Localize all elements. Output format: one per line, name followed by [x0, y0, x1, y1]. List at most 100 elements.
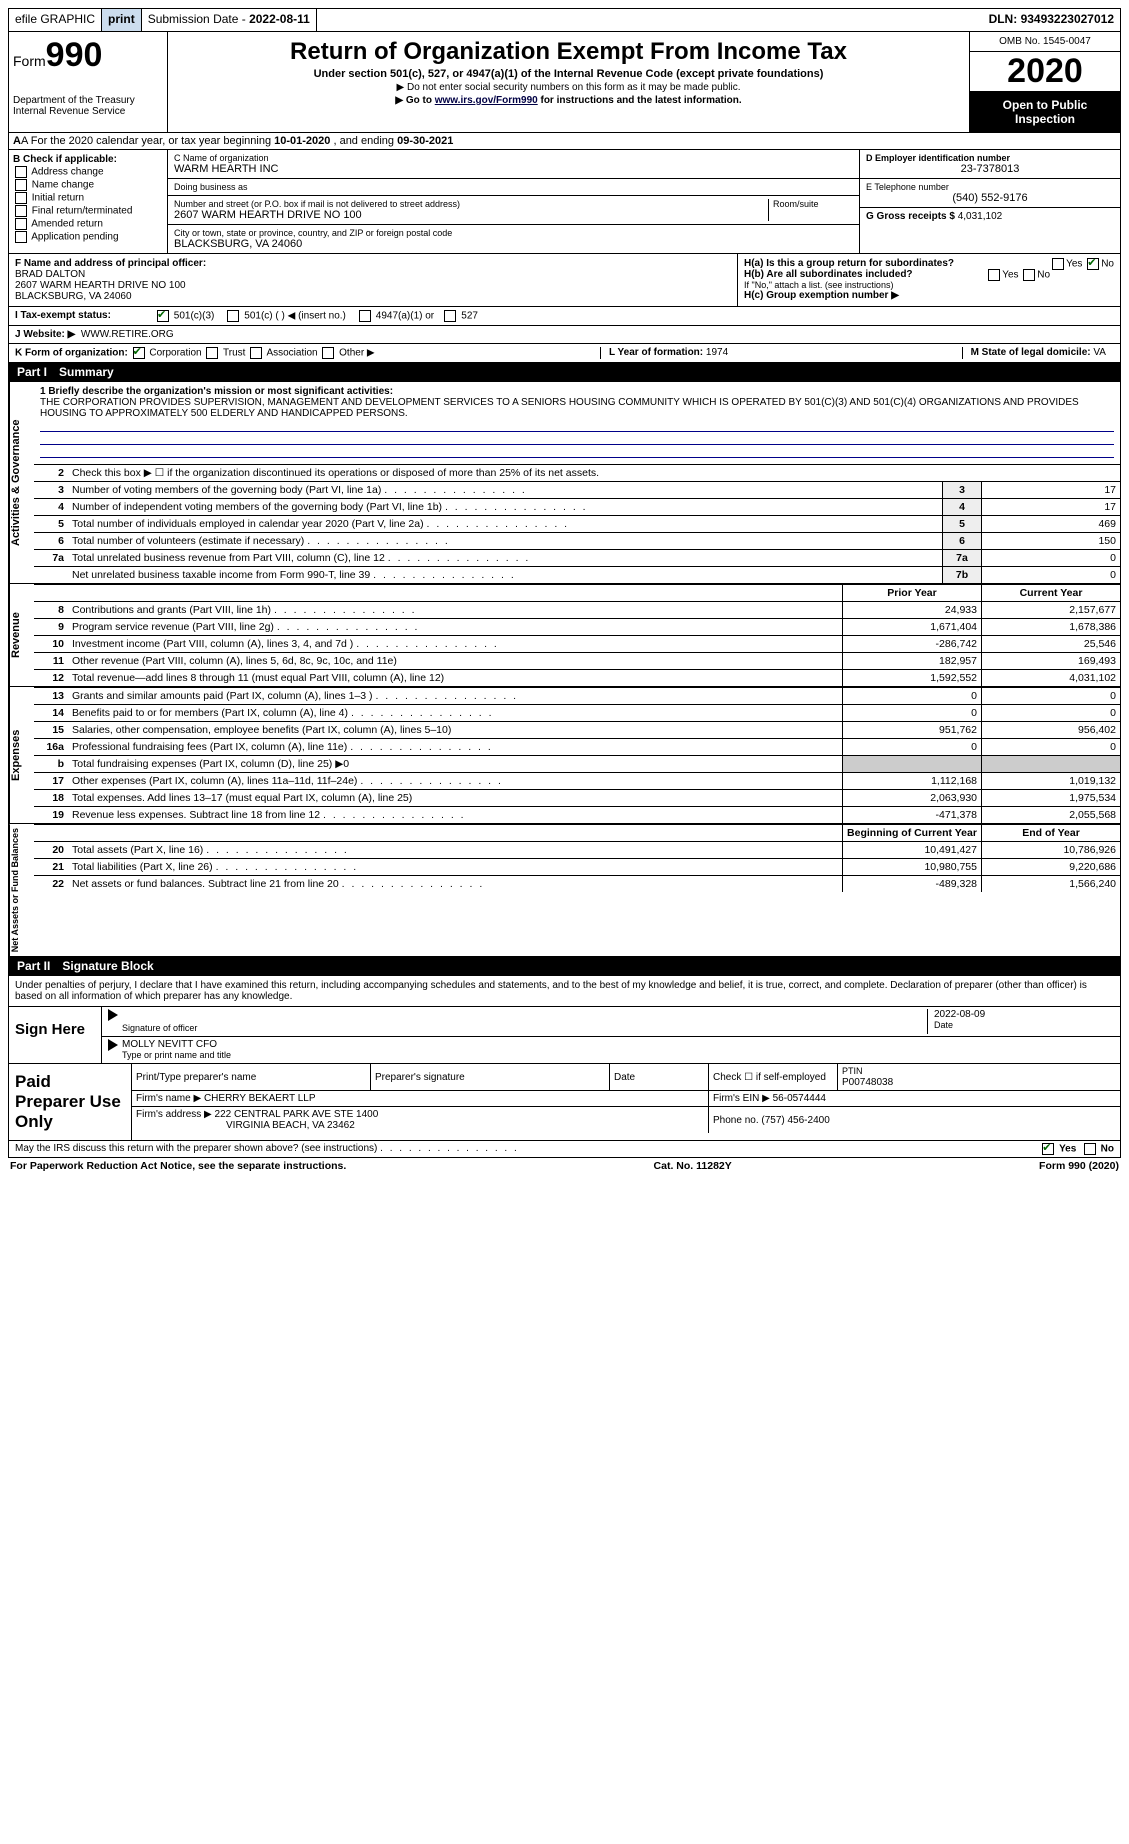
- paid-preparer-label: Paid Preparer Use Only: [9, 1064, 132, 1140]
- sig-date: 2022-08-09: [934, 1009, 985, 1020]
- table-row: bTotal fundraising expenses (Part IX, co…: [34, 756, 1120, 773]
- form-number: 990: [46, 36, 103, 74]
- netassets-section: Net Assets or Fund Balances Beginning of…: [8, 824, 1121, 957]
- table-row: 6Total number of volunteers (estimate if…: [34, 533, 1120, 550]
- governance-section: Activities & Governance 1 Briefly descri…: [8, 382, 1121, 584]
- submission-date: Submission Date - 2022-08-11: [142, 9, 317, 31]
- gross-receipts: 4,031,102: [958, 211, 1003, 222]
- hb-yes[interactable]: [988, 269, 1000, 281]
- firm-phone: (757) 456-2400: [761, 1115, 829, 1126]
- chk-amended[interactable]: Amended return: [13, 218, 163, 230]
- header-right: OMB No. 1545-0047 2020 Open to Public In…: [969, 32, 1120, 132]
- table-row: 16aProfessional fundraising fees (Part I…: [34, 739, 1120, 756]
- box-d: D Employer identification number 23-7378…: [860, 150, 1120, 253]
- row-fh: F Name and address of principal officer:…: [8, 254, 1121, 307]
- part-ii-header: Part II Signature Block: [8, 957, 1121, 976]
- expenses-section: Expenses 13Grants and similar amounts pa…: [8, 687, 1121, 824]
- chk-assoc[interactable]: [250, 347, 262, 359]
- table-row: 10Investment income (Part VIII, column (…: [34, 636, 1120, 653]
- arrow-icon: [108, 1039, 118, 1051]
- box-f: F Name and address of principal officer:…: [9, 254, 738, 306]
- table-row: 17Other expenses (Part IX, column (A), l…: [34, 773, 1120, 790]
- arrow-icon: [108, 1009, 118, 1021]
- side-governance: Activities & Governance: [9, 382, 34, 583]
- chk-trust[interactable]: [206, 347, 218, 359]
- mission-block: 1 Briefly describe the organization's mi…: [34, 382, 1120, 464]
- row-j-website: J Website: ▶ WWW.RETIRE.ORG: [8, 326, 1121, 344]
- box-b: B Check if applicable: Address change Na…: [9, 150, 168, 253]
- chk-address-change[interactable]: Address change: [13, 166, 163, 178]
- row-k: K Form of organization: Corporation Trus…: [8, 344, 1121, 363]
- table-row: 15Salaries, other compensation, employee…: [34, 722, 1120, 739]
- ptin: P00748038: [842, 1077, 893, 1088]
- row-a-tax-year: AA For the 2020 calendar year, or tax ye…: [8, 133, 1121, 150]
- table-row: 7aTotal unrelated business revenue from …: [34, 550, 1120, 567]
- tax-year: 2020: [970, 52, 1120, 92]
- part-i-header: Part I Summary: [8, 363, 1121, 382]
- chk-other[interactable]: [322, 347, 334, 359]
- table-row: 22Net assets or fund balances. Subtract …: [34, 876, 1120, 893]
- table-row: 20Total assets (Part X, line 16) 10,491,…: [34, 842, 1120, 859]
- box-h: H(a) Is this a group return for subordin…: [738, 254, 1120, 306]
- dept-label: Department of the Treasury Internal Reve…: [13, 95, 163, 117]
- table-row: 19Revenue less expenses. Subtract line 1…: [34, 807, 1120, 824]
- dln: DLN: 93493223027012: [983, 9, 1120, 31]
- chk-initial-return[interactable]: Initial return: [13, 192, 163, 204]
- irs-link[interactable]: www.irs.gov/Form990: [435, 95, 538, 106]
- side-netassets: Net Assets or Fund Balances: [9, 824, 34, 956]
- hb-no[interactable]: [1023, 269, 1035, 281]
- table-row: 13Grants and similar amounts paid (Part …: [34, 688, 1120, 705]
- chk-app-pending[interactable]: Application pending: [13, 231, 163, 243]
- chk-corp[interactable]: [133, 347, 145, 359]
- website: WWW.RETIRE.ORG: [81, 329, 174, 340]
- paid-preparer-block: Paid Preparer Use Only Print/Type prepar…: [8, 1064, 1121, 1141]
- table-row: 5Total number of individuals employed in…: [34, 516, 1120, 533]
- discuss-row: May the IRS discuss this return with the…: [8, 1141, 1121, 1158]
- form-header: Form990 Department of the Treasury Inter…: [8, 32, 1121, 133]
- page-footer: For Paperwork Reduction Act Notice, see …: [8, 1158, 1121, 1174]
- table-row: 14Benefits paid to or for members (Part …: [34, 705, 1120, 722]
- table-row: 11Other revenue (Part VIII, column (A), …: [34, 653, 1120, 670]
- table-row: 9Program service revenue (Part VIII, lin…: [34, 619, 1120, 636]
- row-i-status: I Tax-exempt status: 501(c)(3) 501(c) ( …: [8, 307, 1121, 326]
- efile-label: efile GRAPHIC: [9, 9, 102, 31]
- side-revenue: Revenue: [9, 584, 34, 686]
- table-row: 21Total liabilities (Part X, line 26) 10…: [34, 859, 1120, 876]
- signature-block: Under penalties of perjury, I declare th…: [8, 976, 1121, 1064]
- chk-final-return[interactable]: Final return/terminated: [13, 205, 163, 217]
- officer-typed-name: MOLLY NEVITT CFO: [122, 1039, 217, 1050]
- chk-527[interactable]: [444, 310, 456, 322]
- table-row: 4Number of independent voting members of…: [34, 499, 1120, 516]
- firm-name: CHERRY BEKAERT LLP: [204, 1093, 316, 1104]
- chk-501c3[interactable]: [157, 310, 169, 322]
- city-state-zip: BLACKSBURG, VA 24060: [174, 238, 853, 250]
- chk-501c[interactable]: [227, 310, 239, 322]
- omb-number: OMB No. 1545-0047: [970, 32, 1120, 52]
- form-title: Return of Organization Exempt From Incom…: [172, 38, 965, 66]
- header-left: Form990 Department of the Treasury Inter…: [9, 32, 168, 132]
- table-row: 8Contributions and grants (Part VIII, li…: [34, 602, 1120, 619]
- table-row: 12Total revenue—add lines 8 through 11 (…: [34, 670, 1120, 687]
- revenue-table: Prior YearCurrent Year 8Contributions an…: [34, 584, 1120, 686]
- street-address: 2607 WARM HEARTH DRIVE NO 100: [174, 209, 768, 221]
- top-bar: efile GRAPHIC print Submission Date - 20…: [8, 8, 1121, 32]
- expenses-table: 13Grants and similar amounts paid (Part …: [34, 687, 1120, 823]
- org-name: WARM HEARTH INC: [174, 163, 853, 175]
- discuss-no[interactable]: [1084, 1143, 1096, 1155]
- phone: (540) 552-9176: [866, 192, 1114, 204]
- ein: 23-7378013: [866, 163, 1114, 175]
- ha-yes[interactable]: [1052, 258, 1064, 270]
- chk-4947[interactable]: [359, 310, 371, 322]
- firm-addr2: VIRGINIA BEACH, VA 23462: [226, 1120, 355, 1131]
- chk-name-change[interactable]: Name change: [13, 179, 163, 191]
- table-row: 18Total expenses. Add lines 13–17 (must …: [34, 790, 1120, 807]
- discuss-yes[interactable]: [1042, 1143, 1054, 1155]
- revenue-section: Revenue Prior YearCurrent Year 8Contribu…: [8, 584, 1121, 687]
- officer-name: BRAD DALTON: [15, 269, 85, 280]
- form-subtitle: Under section 501(c), 527, or 4947(a)(1)…: [172, 68, 965, 80]
- section-bcd: B Check if applicable: Address change Na…: [8, 150, 1121, 254]
- ha-no[interactable]: [1087, 258, 1099, 270]
- print-button[interactable]: print: [102, 9, 142, 31]
- table-row: Net unrelated business taxable income fr…: [34, 567, 1120, 584]
- table-row: 3Number of voting members of the governi…: [34, 482, 1120, 499]
